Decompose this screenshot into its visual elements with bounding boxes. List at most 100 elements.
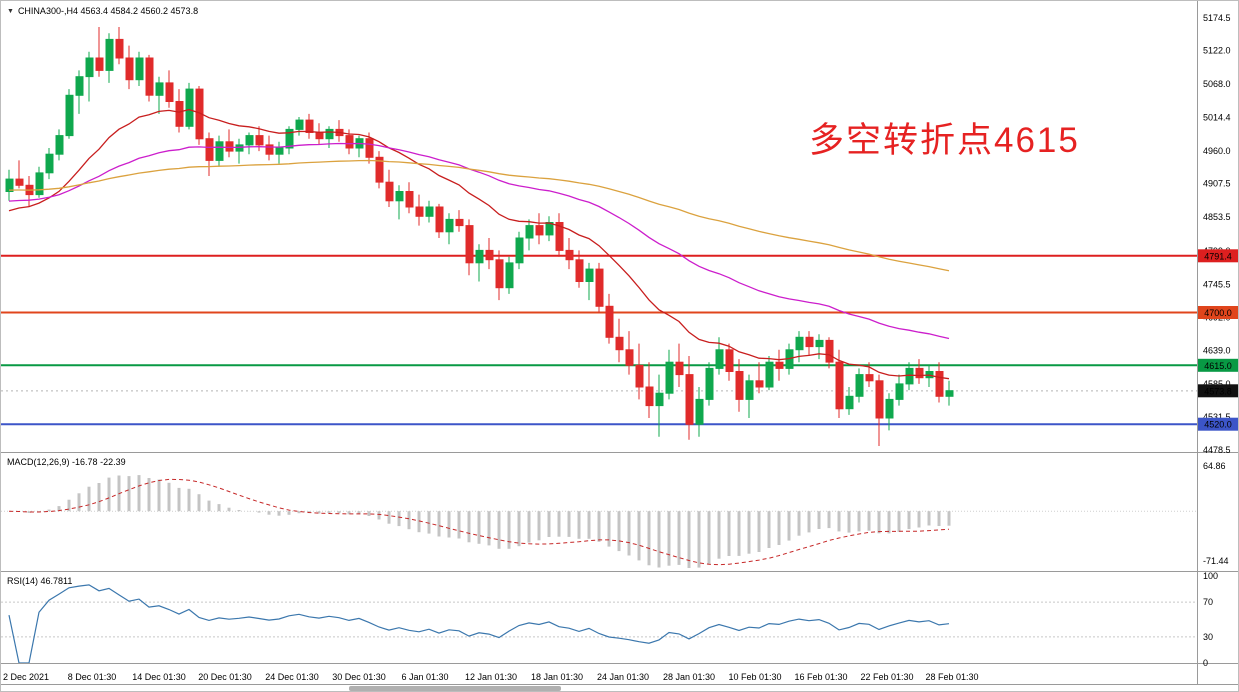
date-axis-label: 10 Feb 01:30 (728, 672, 781, 682)
candle (725, 343, 734, 381)
candle (225, 129, 234, 158)
candle (95, 27, 104, 77)
candle (295, 117, 304, 136)
svg-text:4520.0: 4520.0 (1204, 420, 1232, 430)
date-axis-label: 6 Jan 01:30 (401, 672, 448, 682)
macd-axis-tick: 64.86 (1203, 461, 1226, 471)
date-axis-label: 18 Jan 01:30 (531, 672, 583, 682)
price-axis-tick: 4745.5 (1203, 279, 1231, 289)
candle (685, 356, 694, 440)
candle (525, 219, 534, 251)
candle (35, 166, 44, 198)
candle (15, 160, 24, 189)
candle (55, 129, 64, 161)
macd-indicator-label: MACD(12,26,9) -16.78 -22.39 (7, 457, 126, 468)
candle (5, 169, 14, 201)
candle (675, 343, 684, 387)
price-axis-tick: 5122.0 (1203, 46, 1231, 56)
macd-signal-line (8, 478, 950, 566)
candle (495, 250, 504, 301)
symbol-ohlc-readout: ▼ CHINA300-,H4 4563.4 4584.2 4560.2 4573… (7, 6, 198, 17)
candle (915, 359, 924, 384)
candle (735, 359, 744, 412)
ma-line-fast (8, 108, 950, 380)
level-lines-layer (1, 254, 1197, 426)
price-axis-tick: 5174.5 (1203, 13, 1231, 23)
candle (575, 250, 584, 288)
price-axis-tick: 4585.0 (1203, 379, 1231, 389)
candle (545, 216, 554, 242)
macd-layer (1, 475, 1197, 568)
candle (625, 331, 634, 375)
candle (195, 86, 204, 145)
candle (235, 138, 244, 164)
candle (475, 244, 484, 282)
candle (705, 362, 714, 406)
scrollbar-thumb[interactable] (349, 686, 561, 691)
candle (425, 200, 434, 223)
date-axis-label: 14 Dec 01:30 (132, 672, 186, 682)
candle (555, 213, 564, 257)
candle (185, 82, 194, 130)
ma-line-slow (8, 159, 950, 272)
candle (695, 387, 704, 437)
rsi-axis-tick: 30 (1203, 632, 1213, 642)
price-axis-tick: 4907.5 (1203, 179, 1231, 189)
date-axis-label: 20 Dec 01:30 (198, 672, 252, 682)
candle (945, 380, 954, 406)
candle (275, 141, 284, 164)
candle (135, 51, 144, 86)
candle (765, 356, 774, 391)
candle (805, 331, 814, 356)
candle (595, 262, 604, 313)
candle (455, 210, 464, 232)
price-axis-tick: 5068.0 (1203, 79, 1231, 89)
candle (325, 126, 334, 148)
candle (885, 393, 894, 431)
candle (845, 387, 854, 415)
candle (105, 33, 114, 83)
horizontal-scrollbar[interactable] (1, 685, 1238, 691)
candle (645, 362, 654, 418)
candle (775, 349, 784, 381)
candle (905, 362, 914, 391)
candle (665, 349, 674, 400)
candle (505, 256, 514, 294)
macd-values: -16.78 -22.39 (72, 457, 126, 467)
candle (795, 331, 804, 363)
chevron-down-icon[interactable]: ▼ (7, 8, 14, 15)
candle (465, 219, 474, 276)
candle (395, 185, 404, 220)
candle (895, 374, 904, 406)
candles-layer (5, 27, 954, 446)
svg-text:4573.8: 4573.8 (1204, 386, 1232, 396)
price-axis-tick: 4478.5 (1203, 445, 1231, 455)
svg-text:4615.0: 4615.0 (1204, 361, 1232, 371)
candle (355, 135, 364, 158)
candle (375, 151, 384, 189)
candle (745, 374, 754, 418)
date-axis-label: 30 Dec 01:30 (332, 672, 386, 682)
candle (265, 135, 274, 161)
macd-name: MACD(12,26,9) (7, 457, 70, 467)
candle (615, 318, 624, 363)
rsi-name: RSI(14) (7, 576, 39, 586)
rsi-indicator-label: RSI(14) 46.7811 (7, 576, 72, 587)
candle (515, 231, 524, 270)
candle (165, 70, 174, 108)
rsi-value: 46.7811 (40, 576, 73, 586)
macd-axis-tick: -71.44 (1203, 556, 1229, 566)
candle (145, 54, 154, 102)
date-axis-label: 28 Feb 01:30 (925, 672, 978, 682)
price-label: 4791.4 (1198, 249, 1238, 263)
candle (655, 374, 664, 437)
candle (445, 213, 454, 245)
candle (825, 337, 834, 369)
date-axis-label: 22 Feb 01:30 (860, 672, 913, 682)
candle (855, 368, 864, 403)
date-axis-label: 16 Feb 01:30 (794, 672, 847, 682)
date-axis-label: 24 Jan 01:30 (597, 672, 649, 682)
price-axis-tick: 4960.0 (1203, 146, 1231, 156)
